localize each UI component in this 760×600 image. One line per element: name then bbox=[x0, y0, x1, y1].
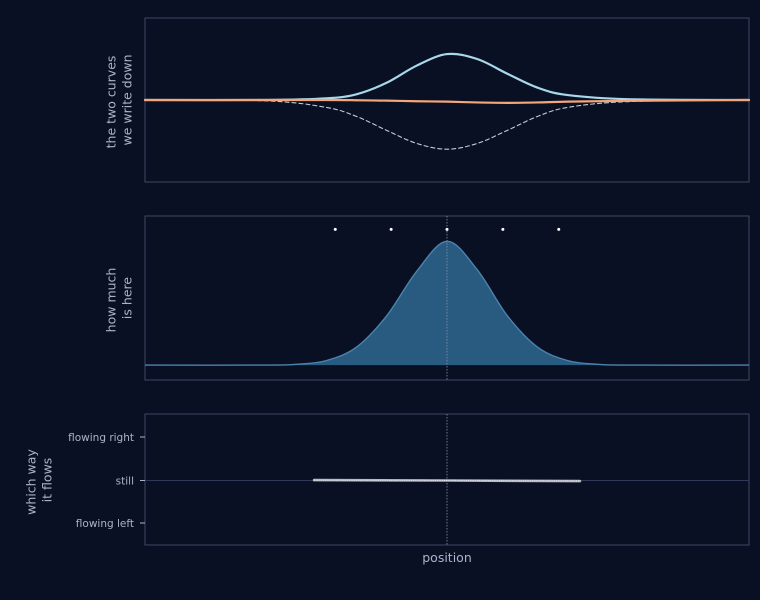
panel-density: how much is here bbox=[104, 215, 750, 381]
panel-curves: the two curves we write down bbox=[104, 17, 751, 183]
panel-curves-series bbox=[143, 52, 751, 150]
panel-flow-yticks: flowing right still flowing left bbox=[68, 432, 145, 530]
panel-flow-ylabel-line1: which way bbox=[24, 449, 39, 515]
panel-curves-ylabel-line2: we write down bbox=[119, 54, 134, 145]
panel-flow-xlabel: position bbox=[422, 550, 472, 565]
sample-dot bbox=[333, 227, 337, 231]
sample-dot bbox=[445, 227, 449, 231]
sample-dot bbox=[557, 227, 561, 231]
panel-flow-series bbox=[145, 414, 749, 545]
panel-curves-ylabel-line1: the two curves bbox=[104, 56, 119, 149]
panel-flow: which way it flows flowing rightstillflo… bbox=[24, 413, 750, 565]
flow-line-highlight bbox=[314, 479, 580, 482]
panel-density-ylabel-line2: is here bbox=[119, 277, 134, 319]
panel-flow-ylabel: which way it flows bbox=[24, 445, 55, 515]
panel-flow-ylabel-line2: it flows bbox=[39, 458, 54, 503]
sample-dot bbox=[501, 227, 505, 231]
ytick-label: flowing right bbox=[68, 432, 134, 444]
series-curve_b-line bbox=[143, 98, 751, 104]
panel-density-series bbox=[144, 216, 750, 380]
ytick-label: flowing left bbox=[76, 518, 134, 530]
series-dashed-line bbox=[144, 99, 750, 150]
sample-dot bbox=[389, 227, 393, 231]
series-curve_a-line bbox=[143, 52, 751, 102]
panel-density-ylabel: how much is here bbox=[104, 264, 135, 333]
panel-density-ylabel-line1: how much bbox=[104, 268, 119, 333]
panel-curves-ylabel: the two curves we write down bbox=[104, 52, 135, 149]
ytick-label: still bbox=[116, 476, 134, 488]
